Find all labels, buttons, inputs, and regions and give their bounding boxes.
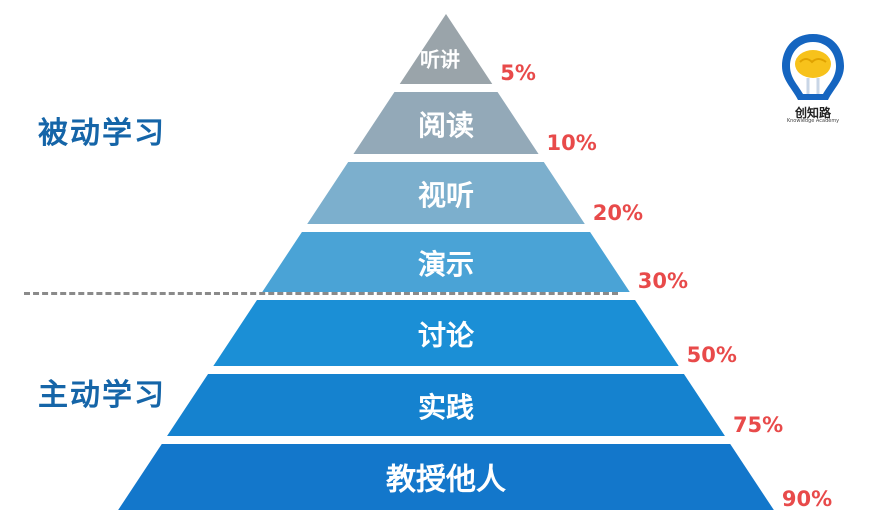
tier-retention-rate: 50%	[687, 343, 737, 367]
tier-retention-rate: 75%	[733, 413, 783, 437]
pyramid-tier-6	[167, 374, 725, 436]
tier-retention-rate: 30%	[638, 269, 688, 293]
passive-active-divider	[24, 292, 618, 295]
tier-label: 视听	[418, 179, 474, 212]
lightbulb-brain-icon	[782, 34, 844, 100]
pyramid-tier-7	[118, 444, 774, 510]
tier-retention-rate: 20%	[593, 201, 643, 225]
logo-subtitle: Knowledge Academy	[786, 118, 840, 124]
tier-label: 阅读	[418, 109, 474, 142]
tier-retention-rate: 90%	[782, 487, 832, 511]
tier-label: 演示	[418, 248, 474, 281]
pyramid-tier-5	[213, 300, 679, 366]
pyramid-tier-1	[399, 14, 493, 84]
tier-label: 实践	[418, 391, 474, 424]
pyramid-tier-4	[262, 232, 630, 292]
tier-label: 讨论	[418, 319, 475, 352]
tier-label: 教授他人	[386, 463, 506, 498]
passive-learning-label: 被动学习	[38, 116, 166, 151]
tier-retention-rate: 10%	[547, 131, 597, 155]
pyramid-tier-3	[307, 162, 585, 224]
pyramid-tier-2	[353, 92, 539, 154]
tier-label: 听讲	[420, 48, 460, 72]
active-learning-label: 主动学习	[38, 378, 166, 413]
logo-name: 创知路	[794, 106, 831, 120]
tier-retention-rate: 5%	[500, 61, 536, 85]
